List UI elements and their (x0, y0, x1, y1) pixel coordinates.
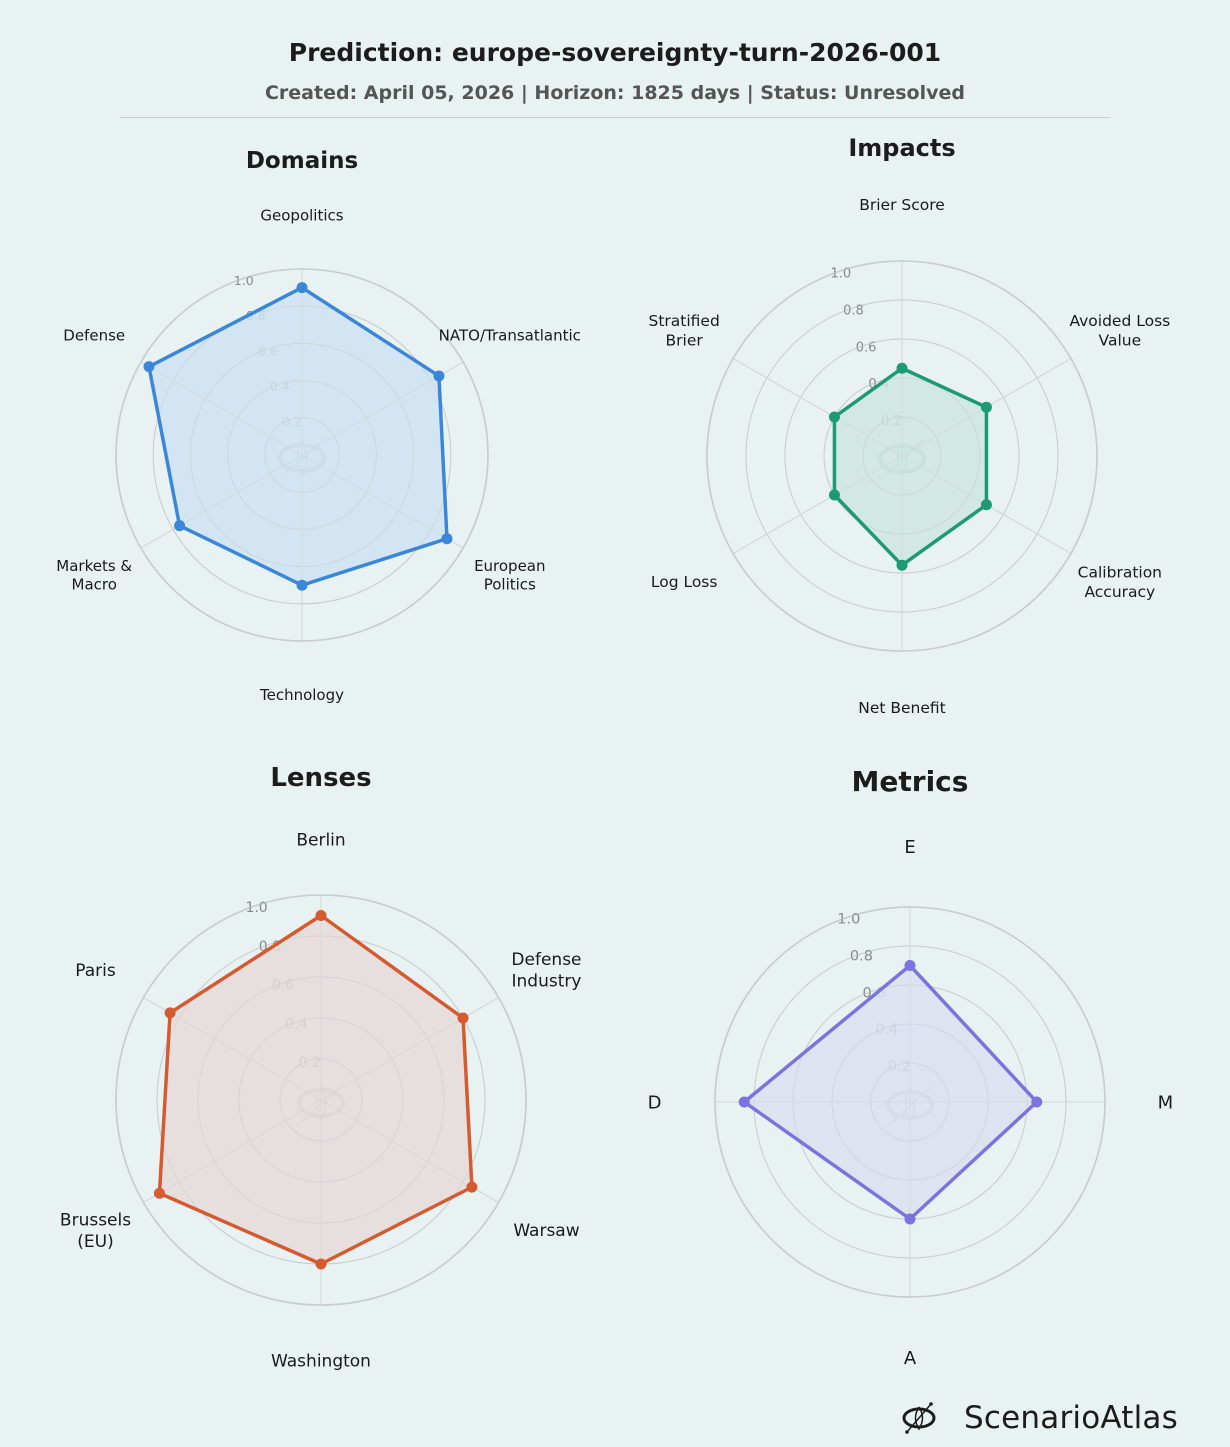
chart-title: Lenses (270, 763, 372, 793)
axis-label: Geopolitics (260, 206, 343, 224)
axis-label: NATO/Transatlantic (439, 326, 581, 344)
r-tick-label: 0.6 (856, 340, 877, 355)
radar-grid (714, 906, 1106, 1298)
axis-label: Markets & Macro (56, 557, 132, 594)
axis-label: European Politics (474, 557, 545, 594)
header-divider (120, 117, 1110, 118)
data-point (828, 411, 840, 423)
data-point (980, 401, 992, 413)
data-point (153, 1187, 165, 1199)
radar-grid (115, 268, 489, 642)
r-tick-label: 1.0 (837, 912, 860, 928)
series-fill (744, 965, 1037, 1219)
r-tick-label: 1.0 (245, 900, 267, 916)
r-tick-label: 1.0 (234, 273, 254, 288)
axis-label: Warsaw (513, 1221, 579, 1241)
axis-label: Washington (271, 1351, 371, 1371)
r-tick-label: 1.0 (830, 267, 851, 282)
chart-title: Metrics (851, 765, 969, 798)
axis-label: Defense Industry (511, 950, 581, 991)
data-point (164, 1007, 176, 1019)
data-point (896, 559, 908, 571)
data-point (828, 489, 840, 501)
axis-label: Calibration Accuracy (1078, 564, 1162, 601)
data-point (441, 533, 453, 545)
axis-label: D (648, 1092, 662, 1113)
brand-footer: ScenarioAtlas (900, 1396, 1178, 1440)
axis-label: Brussels (EU) (60, 1211, 131, 1252)
data-point (896, 362, 908, 374)
data-point (738, 1096, 750, 1108)
data-point (143, 361, 155, 373)
axis-label: E (904, 837, 915, 858)
axis-label: A (904, 1348, 917, 1369)
series-fill (159, 915, 472, 1264)
series-fill (148, 287, 447, 586)
data-point (433, 370, 445, 382)
axis-label: Defense (63, 326, 125, 344)
axis-label: Stratified Brier (648, 312, 719, 349)
axis-label: Berlin (296, 831, 345, 851)
data-point (315, 1258, 327, 1270)
data-point (315, 910, 327, 921)
axis-label: Log Loss (651, 573, 718, 591)
axis-label: Net Benefit (858, 699, 946, 717)
chart-title: Domains (245, 148, 359, 174)
brand-name: ScenarioAtlas (964, 1400, 1178, 1436)
data-point (296, 579, 308, 591)
data-point (1031, 1096, 1043, 1108)
page-title: Prediction: europe-sovereignty-turn-2026… (288, 38, 942, 67)
scenarioatlas-logo-icon (902, 1402, 936, 1434)
data-point (174, 520, 186, 532)
axis-label: M (1158, 1092, 1174, 1113)
data-point (457, 1012, 469, 1024)
axis-label: Technology (259, 686, 344, 704)
axis-label: Paris (75, 961, 116, 981)
page-subtitle: Created: April 05, 2026 | Horizon: 1825 … (264, 82, 965, 104)
radar-grid (706, 260, 1098, 652)
data-point (296, 282, 308, 294)
axis-label: Brier Score (859, 196, 945, 214)
series-fill (834, 368, 987, 566)
r-tick-label: 0.8 (843, 303, 864, 318)
chart-title: Impacts (848, 134, 956, 162)
r-tick-label: 0.8 (850, 948, 873, 964)
data-point (466, 1181, 478, 1193)
data-point (904, 1213, 916, 1225)
data-point (904, 960, 916, 971)
data-point (980, 499, 992, 511)
axis-label: Avoided Loss Value (1069, 312, 1170, 349)
